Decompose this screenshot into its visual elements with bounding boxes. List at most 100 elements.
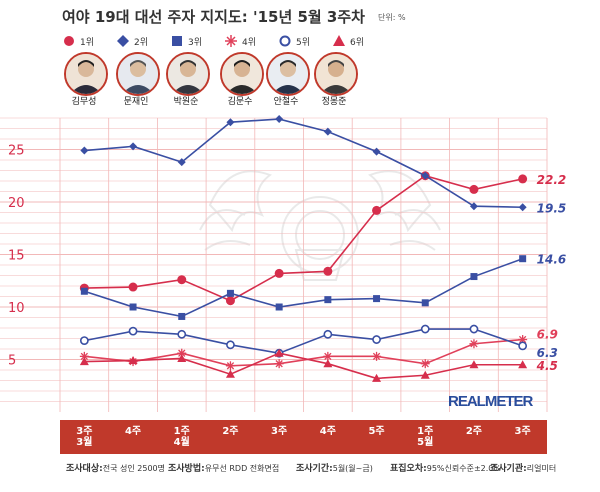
- data-point: [518, 341, 528, 351]
- candidate-photo-2: [116, 52, 160, 96]
- data-point: [469, 184, 479, 194]
- data-point: [420, 324, 430, 334]
- data-point: [80, 146, 89, 155]
- data-point: [128, 282, 138, 292]
- candidate-photo-5: [266, 52, 310, 96]
- end-value-label: 14.6: [537, 253, 567, 267]
- y-tick-label: 15: [8, 249, 25, 264]
- chart-title: 여야 19대 대선 주자 지지도: '15년 5월 3주차: [62, 8, 365, 26]
- end-value-label: 6.9: [537, 328, 558, 342]
- x-tick-label: 2주: [222, 426, 239, 437]
- candidate-name: 김문수: [227, 97, 253, 107]
- legend-marker-hollow-circle-icon: [279, 35, 291, 47]
- survey-footer: 조사대상:전국 성인 2500명 조사방법:유무선 RDD 전화면접 조사기간:…: [60, 458, 556, 476]
- data-point: [226, 289, 234, 297]
- data-point: [469, 360, 479, 369]
- end-value-label: 4.5: [536, 359, 558, 373]
- series-line: [84, 118, 523, 209]
- series-6: 4.5: [79, 348, 558, 382]
- data-point: [469, 324, 479, 334]
- legend-marker-square-icon: [172, 36, 182, 46]
- data-point: [420, 370, 430, 379]
- data-point: [518, 203, 527, 212]
- series-5: 6.3: [79, 324, 558, 360]
- series-line: [84, 352, 523, 380]
- person-icon: [268, 54, 308, 94]
- legend-label: 5위: [296, 38, 311, 48]
- data-point: [79, 336, 89, 345]
- person-icon: [66, 54, 106, 94]
- y-tick-label: 25: [8, 144, 25, 159]
- data-point: [177, 329, 187, 339]
- data-point: [178, 312, 186, 320]
- data-point: [373, 295, 381, 303]
- data-point: [275, 303, 283, 311]
- data-point: [420, 359, 430, 369]
- unit-label: 단위: %: [378, 13, 406, 22]
- data-point: [129, 142, 138, 151]
- data-point: [274, 359, 284, 369]
- footer-item-error: 표집오차:95%신뢰수준±2.0%: [390, 464, 501, 474]
- data-point: [79, 357, 89, 366]
- x-tick-label: 3주: [514, 426, 531, 437]
- legend-marker-circle-icon: [64, 36, 74, 46]
- series-line: [84, 257, 523, 318]
- person-icon: [222, 54, 262, 94]
- data-point: [225, 369, 235, 378]
- data-point: [372, 351, 382, 361]
- y-axis: 5 10 15 20 25: [8, 144, 25, 369]
- x-axis-band: [60, 420, 547, 454]
- watermark-emblem: [199, 170, 441, 281]
- data-point: [469, 339, 479, 349]
- data-point: [372, 373, 382, 382]
- data-point: [469, 202, 478, 211]
- end-value-label: 22.2: [537, 173, 567, 187]
- legend-marker-triangle-icon: [333, 35, 345, 46]
- series-2: 19.5: [80, 115, 566, 215]
- legend-label: 4위: [242, 38, 257, 48]
- series-line: [84, 174, 523, 302]
- data-point: [470, 273, 478, 281]
- end-value-label: 6.3: [537, 346, 558, 360]
- series-line: [84, 338, 523, 367]
- y-tick-label: 20: [8, 196, 25, 211]
- footer-item-method: 조사방법:유무선 RDD 전화면접: [168, 464, 280, 474]
- candidate-photo-4: [220, 52, 264, 96]
- data-point: [372, 335, 381, 344]
- end-value-label: 19.5: [537, 201, 567, 215]
- data-point: [323, 351, 333, 361]
- x-tick-label: 1주 4월: [173, 426, 190, 448]
- candidate-photo-6: [314, 52, 358, 96]
- data-point: [323, 266, 333, 276]
- data-point: [323, 329, 333, 339]
- footer-item-target: 조사대상:전국 성인 2500명: [66, 464, 165, 474]
- footer-item-period: 조사기간:5월(월~금): [296, 464, 373, 474]
- series-1: 22.2: [79, 171, 567, 306]
- data-point: [80, 287, 88, 295]
- series-layer: 22.2 19.5 14.6 6.9 6.34.5: [79, 115, 567, 382]
- data-point: [421, 299, 429, 307]
- data-point: [177, 275, 187, 285]
- data-point: [128, 356, 138, 365]
- y-tick-label: 10: [8, 301, 25, 316]
- legend-label: 1위: [80, 38, 95, 48]
- data-point: [323, 359, 333, 368]
- data-point: [226, 340, 235, 350]
- data-point: [225, 296, 235, 306]
- person-icon: [316, 54, 356, 94]
- line-chart: 5 10 15 20 25 22.2 19.5 14.6 6.9 6.34.5: [0, 115, 567, 412]
- data-point: [323, 127, 332, 136]
- data-point: [421, 171, 430, 180]
- legend-marker-asterisk-icon: [225, 35, 237, 47]
- data-point: [274, 268, 284, 278]
- data-point: [372, 205, 382, 215]
- data-point: [177, 158, 186, 167]
- candidate-photo-1: [64, 52, 108, 96]
- data-point: [226, 118, 235, 127]
- data-point: [177, 353, 187, 362]
- x-tick-label: 2주: [465, 426, 483, 437]
- candidate-name: 정몽준: [321, 97, 347, 107]
- legend-label: 3위: [188, 38, 203, 48]
- x-tick-label: 3주 3월: [76, 426, 93, 448]
- legend-marker-diamond-icon: [117, 35, 129, 47]
